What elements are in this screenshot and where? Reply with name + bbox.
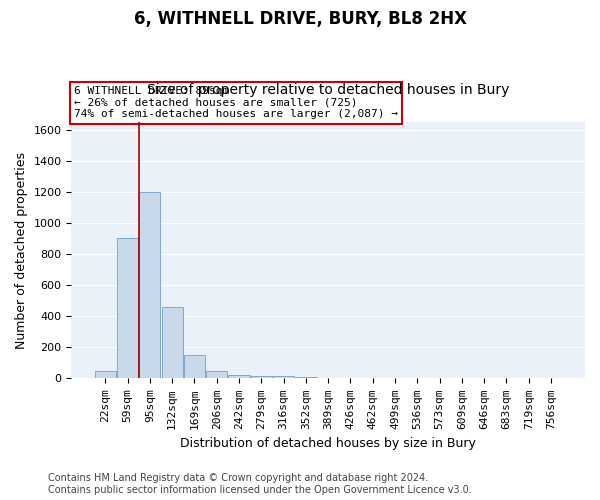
Title: Size of property relative to detached houses in Bury: Size of property relative to detached ho… [147, 83, 509, 97]
Bar [229, 374, 250, 378]
Bar [161, 307, 183, 378]
Bar [139, 192, 160, 378]
Text: 6 WITHNELL DRIVE: 89sqm
← 26% of detached houses are smaller (725)
74% of semi-d: 6 WITHNELL DRIVE: 89sqm ← 26% of detache… [74, 86, 398, 119]
Bar [273, 376, 294, 378]
Bar [117, 238, 138, 378]
Bar [295, 377, 317, 378]
Bar [206, 370, 227, 378]
Bar [95, 370, 116, 378]
Bar [251, 376, 272, 378]
Text: Contains HM Land Registry data © Crown copyright and database right 2024.
Contai: Contains HM Land Registry data © Crown c… [48, 474, 472, 495]
Bar [184, 355, 205, 378]
Y-axis label: Number of detached properties: Number of detached properties [15, 152, 28, 348]
Text: 6, WITHNELL DRIVE, BURY, BL8 2HX: 6, WITHNELL DRIVE, BURY, BL8 2HX [133, 10, 467, 28]
X-axis label: Distribution of detached houses by size in Bury: Distribution of detached houses by size … [180, 437, 476, 450]
